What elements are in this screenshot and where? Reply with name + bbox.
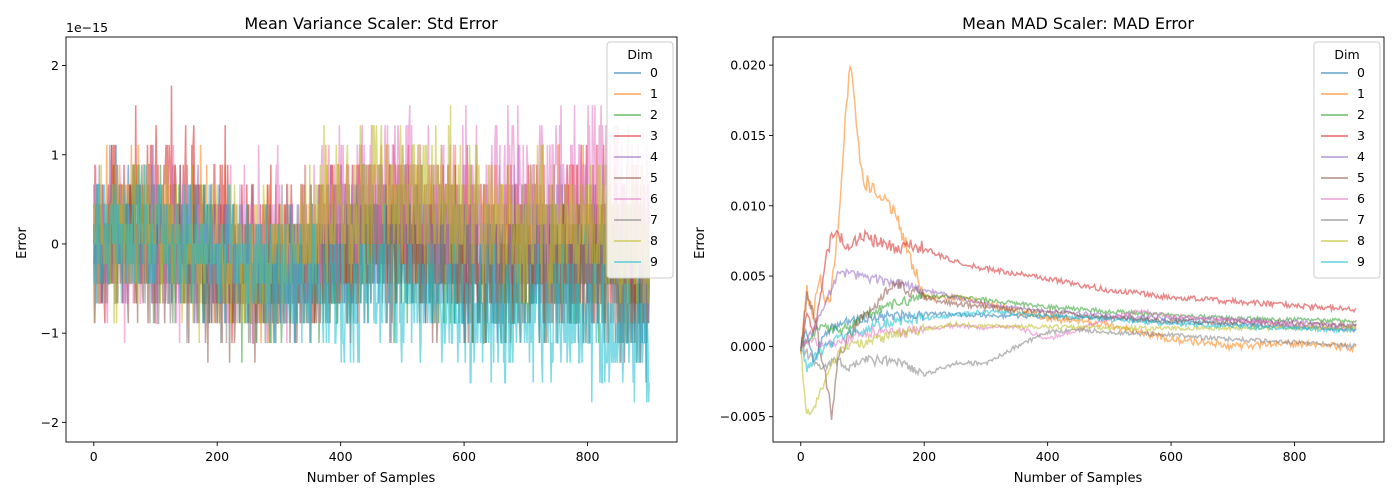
right-ytick-label: 0.015 bbox=[730, 128, 766, 143]
left-legend-label-8: 8 bbox=[650, 233, 658, 248]
left-chart-panel: Mean Variance Scaler: Std Error 1e−15 Nu… bbox=[15, 14, 678, 486]
right-chart-panel: Mean MAD Scaler: MAD Error Number of Sam… bbox=[693, 14, 1385, 486]
right-legend-label-7: 7 bbox=[1357, 212, 1365, 227]
left-legend-box bbox=[606, 41, 674, 279]
right-legend-label-9: 9 bbox=[1357, 254, 1365, 269]
left-chart-title: Mean Variance Scaler: Std Error bbox=[244, 14, 498, 33]
left-legend-label-1: 1 bbox=[650, 86, 658, 101]
left-legend-label-7: 7 bbox=[650, 212, 658, 227]
right-series-line-5 bbox=[800, 278, 1357, 420]
right-legend-label-0: 0 bbox=[1357, 65, 1365, 80]
right-series-line-7 bbox=[800, 326, 1357, 377]
right-ytick-label: 0.020 bbox=[730, 58, 766, 73]
right-legend-label-2: 2 bbox=[1357, 107, 1365, 122]
left-legend-label-5: 5 bbox=[650, 170, 658, 185]
left-series-line-9 bbox=[93, 164, 650, 403]
right-chart-plot-area bbox=[800, 63, 1357, 420]
right-ytick-label: −0.005 bbox=[720, 409, 766, 424]
right-chart-ylabel: Error bbox=[693, 227, 708, 259]
right-legend: Dim 0 1 2 3 4 5 6 7 8 9 bbox=[1313, 41, 1381, 279]
right-series-line-1 bbox=[800, 63, 1357, 354]
left-chart-xlabel: Number of Samples bbox=[307, 471, 436, 486]
right-legend-label-8: 8 bbox=[1357, 233, 1365, 248]
right-ytick-label: 0.010 bbox=[730, 198, 766, 213]
left-legend: Dim 0 1 2 3 4 5 6 7 8 9 bbox=[606, 41, 674, 279]
left-xtick-label: 200 bbox=[205, 449, 229, 464]
right-legend-label-6: 6 bbox=[1357, 191, 1365, 206]
left-ytick-label: 0 bbox=[51, 236, 59, 251]
right-ytick-label: 0.005 bbox=[730, 269, 766, 284]
left-xtick-label: 800 bbox=[576, 449, 600, 464]
right-xtick-label: 600 bbox=[1159, 449, 1183, 464]
left-xtick-label: 400 bbox=[329, 449, 353, 464]
left-ytick-label: 1 bbox=[51, 147, 59, 162]
right-series-line-3 bbox=[800, 228, 1357, 352]
right-ytick-label: 0.000 bbox=[730, 339, 766, 354]
left-ytick-label: 2 bbox=[51, 58, 59, 73]
left-legend-label-4: 4 bbox=[650, 149, 658, 164]
left-legend-label-9: 9 bbox=[650, 254, 658, 269]
right-xtick-label: 800 bbox=[1283, 449, 1307, 464]
right-legend-label-3: 3 bbox=[1357, 128, 1365, 143]
left-legend-title: Dim bbox=[627, 47, 652, 62]
left-ytick-label: −2 bbox=[41, 415, 59, 430]
right-legend-label-4: 4 bbox=[1357, 149, 1365, 164]
left-chart-offset-label: 1e−15 bbox=[66, 20, 108, 35]
left-legend-label-2: 2 bbox=[650, 107, 658, 122]
right-xtick-label: 400 bbox=[1036, 449, 1060, 464]
left-xtick-label: 600 bbox=[452, 449, 476, 464]
left-legend-label-0: 0 bbox=[650, 65, 658, 80]
right-xtick-label: 0 bbox=[797, 449, 805, 464]
left-legend-label-3: 3 bbox=[650, 128, 658, 143]
left-xtick-label: 0 bbox=[90, 449, 98, 464]
right-chart-xlabel: Number of Samples bbox=[1014, 471, 1143, 486]
right-series-line-9 bbox=[800, 308, 1357, 373]
right-legend-label-1: 1 bbox=[1357, 86, 1365, 101]
right-chart-title: Mean MAD Scaler: MAD Error bbox=[962, 14, 1194, 33]
right-legend-box bbox=[1313, 41, 1381, 279]
right-legend-label-5: 5 bbox=[1357, 170, 1365, 185]
right-xtick-label: 200 bbox=[912, 449, 936, 464]
left-chart-ylabel: Error bbox=[15, 227, 30, 259]
left-chart-plot-area bbox=[93, 85, 650, 403]
right-chart-frame bbox=[772, 36, 1385, 443]
right-series-line-8 bbox=[800, 320, 1357, 416]
right-legend-title: Dim bbox=[1334, 47, 1359, 62]
left-chart-frame bbox=[65, 36, 678, 443]
left-legend-label-6: 6 bbox=[650, 191, 658, 206]
left-ytick-label: −1 bbox=[41, 326, 59, 341]
